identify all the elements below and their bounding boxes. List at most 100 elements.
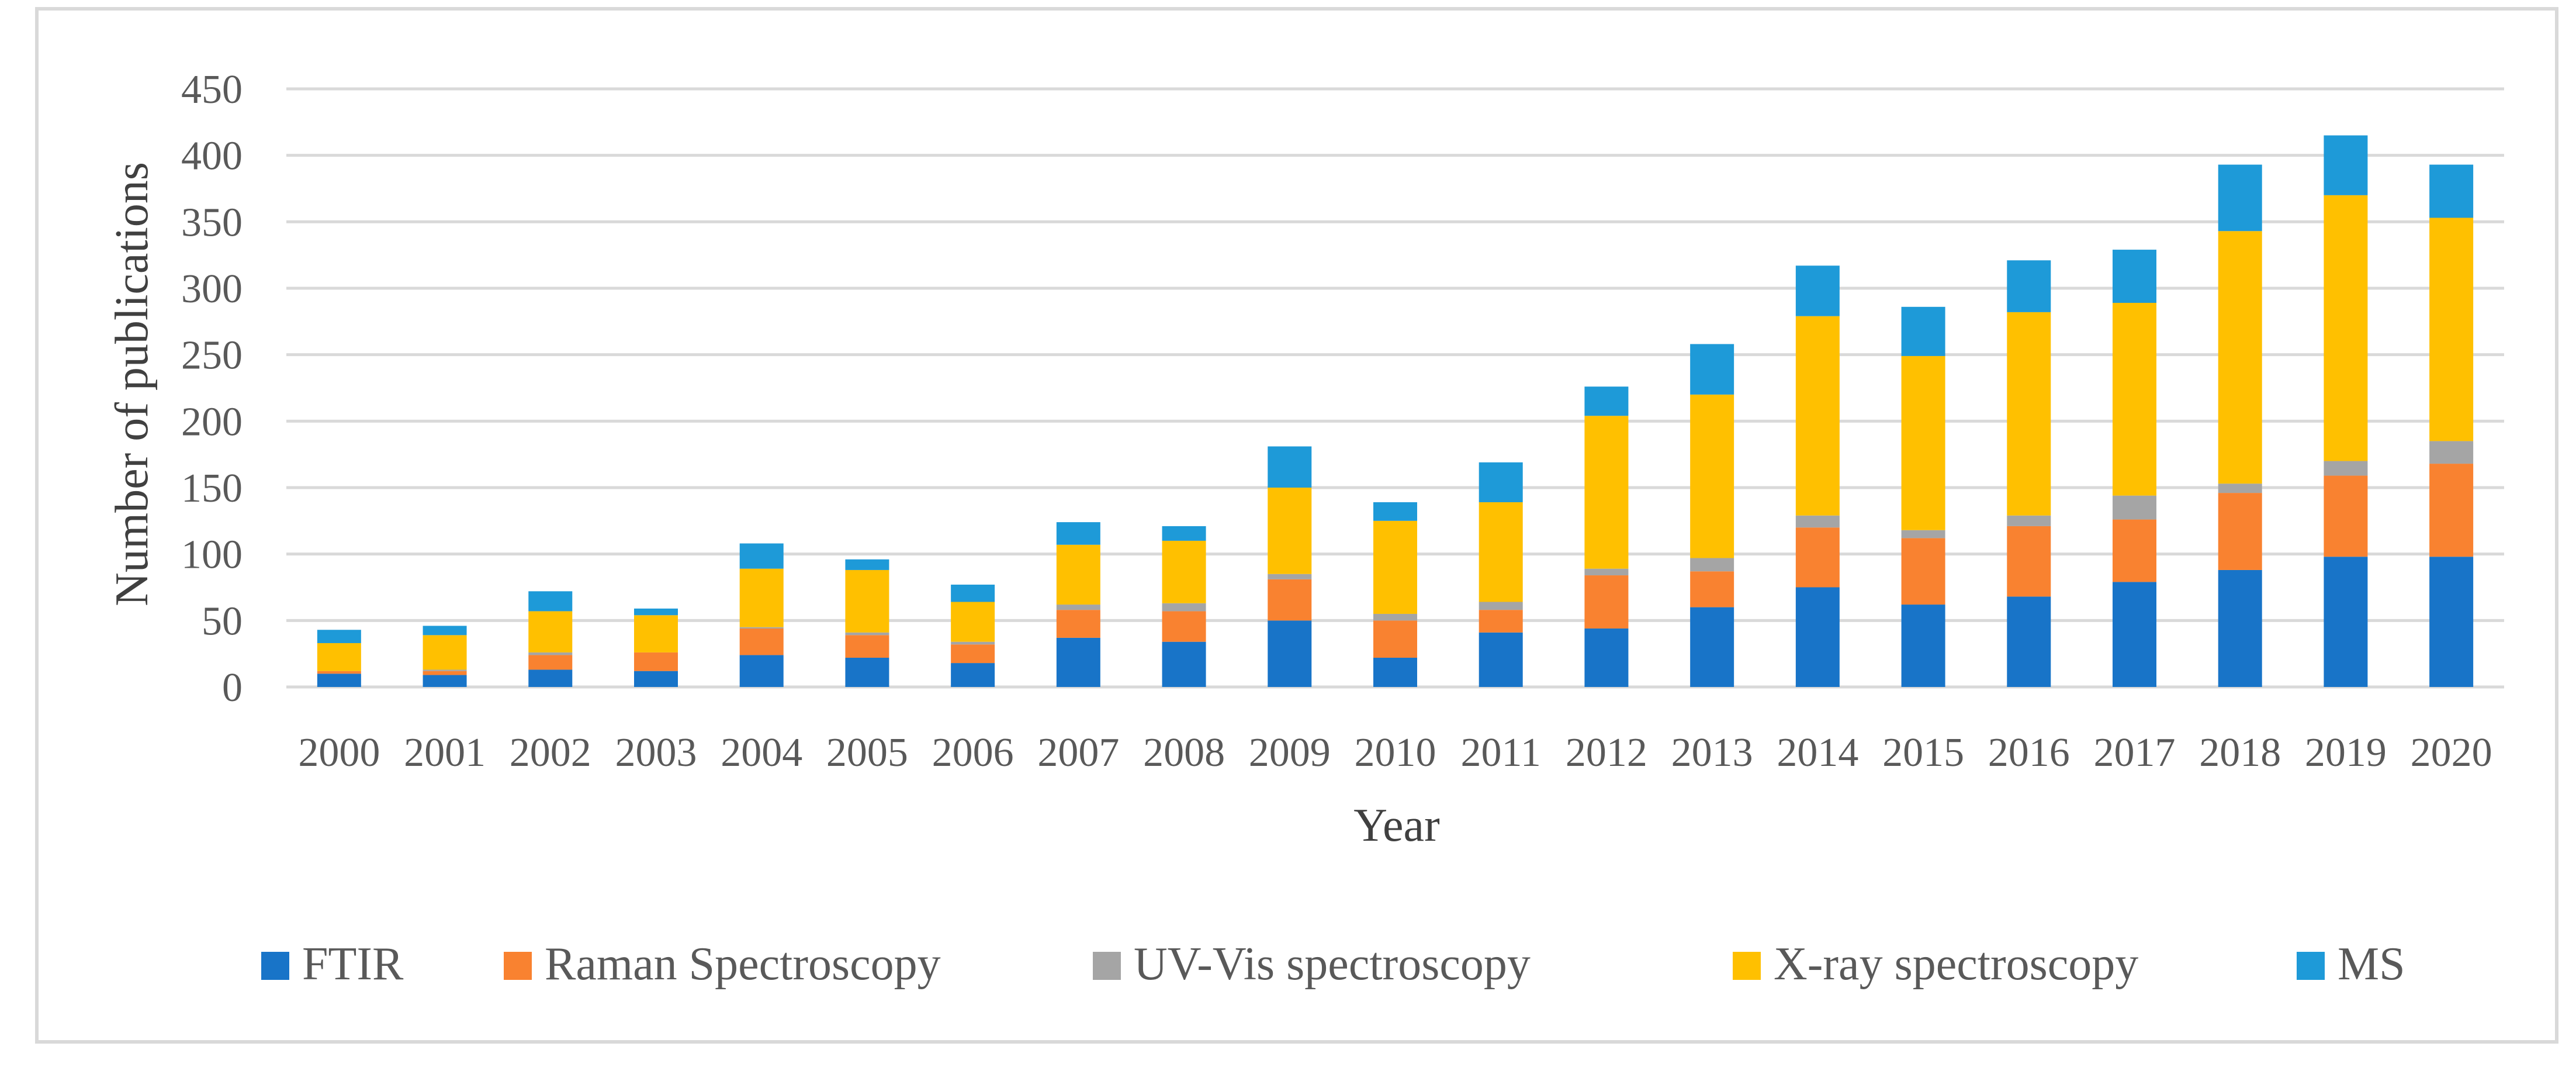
- x-tick-label: 2001: [404, 730, 486, 775]
- x-tick-label: 2014: [1777, 730, 1858, 775]
- bar-segment: [1162, 540, 1206, 603]
- x-tick-label: 2006: [932, 730, 1014, 775]
- bar-segment: [2007, 515, 2051, 526]
- bar-segment: [845, 657, 889, 687]
- bar-segment: [1268, 620, 1312, 687]
- legend-item: X-ray spectroscopy: [1733, 938, 2138, 990]
- bar-segment: [1162, 603, 1206, 612]
- bar-segment: [1795, 265, 1840, 316]
- bar-segment: [1795, 527, 1840, 588]
- y-tick-label: 150: [181, 466, 243, 511]
- y-axis-label: Number of publications: [106, 162, 158, 606]
- y-tick-label: 250: [181, 333, 243, 378]
- bar-segment: [1373, 657, 1417, 687]
- x-tick-label: 2005: [826, 730, 908, 775]
- bar-segment: [2113, 250, 2156, 303]
- bar-segment: [2218, 493, 2262, 570]
- y-tick-label: 450: [181, 67, 243, 112]
- bar-segment: [1584, 575, 1629, 629]
- bar-segment: [423, 635, 467, 670]
- legend-label: FTIR: [302, 938, 404, 990]
- bar-segment: [1056, 605, 1100, 610]
- bar-segment: [317, 630, 361, 643]
- bar-segment: [2429, 441, 2474, 464]
- bar-segment: [2324, 135, 2368, 195]
- bar-segment: [1479, 632, 1523, 687]
- bar-segment: [1901, 306, 1945, 356]
- bar-segment: [423, 626, 467, 636]
- bar-segment: [317, 674, 361, 687]
- bar-segment: [634, 608, 678, 616]
- bar-segment: [2007, 526, 2051, 597]
- x-tick-label: 2018: [2199, 730, 2281, 775]
- legend-item: MS: [2297, 938, 2405, 990]
- bar-segment: [845, 559, 889, 570]
- bar-segment: [528, 611, 573, 652]
- legend-item: FTIR: [261, 938, 404, 990]
- bar-segment: [845, 569, 889, 633]
- bar-segment: [845, 635, 889, 658]
- bar-segment: [634, 652, 678, 671]
- bar-segment: [2429, 464, 2474, 557]
- x-tick-labels: 2000 2001 2002 2003 2004 2005 2006 2007 2008 2009…: [298, 730, 2492, 775]
- y-tick-label: 400: [181, 134, 243, 179]
- bar-segment: [1373, 620, 1417, 658]
- x-tick-label: 2010: [1355, 730, 1436, 775]
- bar-segment: [2429, 164, 2474, 218]
- bar-segment: [2113, 519, 2156, 582]
- bar-segment: [317, 671, 361, 674]
- legend-swatch: [2297, 952, 2325, 980]
- bar-segment: [1901, 538, 1945, 605]
- bar-segment: [2218, 231, 2262, 484]
- x-axis-label: Year: [1353, 800, 1439, 851]
- bar-segment: [1268, 488, 1312, 574]
- bar-segment: [739, 568, 784, 627]
- legend-label: Raman Spectroscopy: [545, 938, 941, 990]
- bar-segment: [951, 584, 995, 602]
- bar-segment: [423, 675, 467, 687]
- bar-segment: [2007, 312, 2051, 516]
- bar-segment: [951, 663, 995, 687]
- bar-segment: [634, 615, 678, 652]
- x-tick-label: 2017: [2094, 730, 2176, 775]
- bar-segment: [739, 543, 784, 569]
- bar-segment: [1056, 522, 1100, 545]
- bar-segment: [1479, 462, 1523, 503]
- x-tick-label: 2000: [298, 730, 380, 775]
- bar-segment: [739, 655, 784, 687]
- x-tick-label: 2012: [1566, 730, 1647, 775]
- bars: [317, 135, 2474, 687]
- legend-swatch: [1733, 952, 1761, 980]
- bar-segment: [1901, 605, 1945, 687]
- bar-segment: [1690, 394, 1734, 558]
- y-tick-label: 350: [181, 200, 243, 245]
- bar-segment: [317, 643, 361, 671]
- bar-segment: [1373, 520, 1417, 614]
- bar-segment: [2324, 461, 2368, 476]
- bar-segment: [1056, 610, 1100, 638]
- bar-segment: [951, 641, 995, 645]
- bar-segment: [2324, 557, 2368, 687]
- bar-segment: [1268, 574, 1312, 579]
- bar-segment: [1479, 502, 1523, 602]
- legend-swatch: [261, 952, 289, 980]
- bar-segment: [1268, 579, 1312, 621]
- x-tick-label: 2013: [1671, 730, 1753, 775]
- bar-segment: [1795, 515, 1840, 528]
- bar-segment: [951, 602, 995, 642]
- x-tick-label: 2002: [510, 730, 591, 775]
- bar-segment: [2429, 557, 2474, 687]
- bar-segment: [2007, 596, 2051, 687]
- bar-segment: [2429, 217, 2474, 441]
- x-tick-label: 2009: [1249, 730, 1331, 775]
- bar-segment: [528, 591, 573, 612]
- y-tick-label: 0: [222, 665, 243, 710]
- bar-segment: [845, 632, 889, 636]
- bar-segment: [1268, 446, 1312, 488]
- x-tick-label: 2003: [615, 730, 697, 775]
- x-tick-label: 2011: [1461, 730, 1541, 775]
- bar-segment: [2218, 484, 2262, 493]
- bar-segment: [1690, 344, 1734, 395]
- bar-segment: [1795, 316, 1840, 516]
